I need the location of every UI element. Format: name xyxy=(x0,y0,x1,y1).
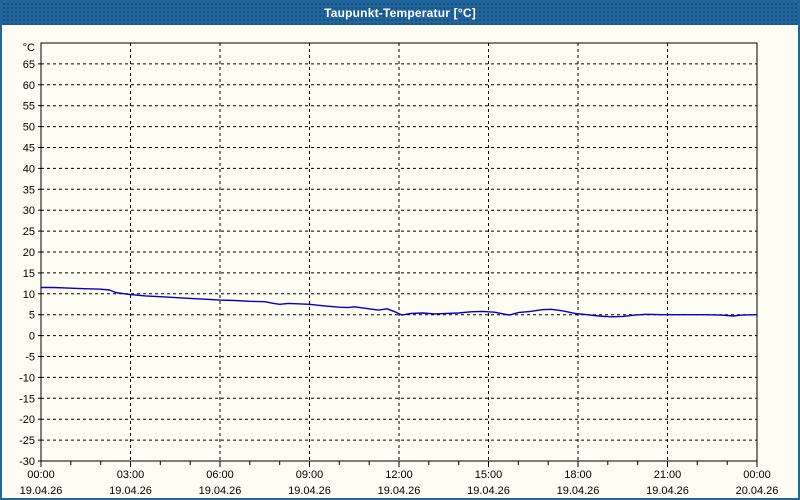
x-axis-date-label: 19.04.26 xyxy=(467,485,510,497)
x-axis-date-label: 19.04.26 xyxy=(288,485,331,497)
chart-canvas: 65605550454035302520151050-5-10-15-20-25… xyxy=(19,42,778,497)
x-axis-time-label: 00:00 xyxy=(743,469,771,481)
x-axis-time-label: 15:00 xyxy=(475,469,503,481)
y-axis-tick-label: 40 xyxy=(23,163,35,175)
y-axis-tick-label: 65 xyxy=(23,59,35,71)
y-axis-tick-label: 15 xyxy=(23,268,35,280)
data-series-line xyxy=(40,286,758,318)
y-axis-tick-label: 50 xyxy=(23,122,35,134)
x-axis-date-label: 19.04.26 xyxy=(378,485,421,497)
y-axis-tick-label: 20 xyxy=(23,247,35,259)
chart-area: 65 60 55 50 45 40 35 30 25 20 15 10 5 0 -5 -10 -15 -20 -25… xyxy=(2,25,798,498)
data-series xyxy=(40,286,758,318)
y-axis-tick-label: 35 xyxy=(23,184,35,196)
y-axis-tick-label: 30 xyxy=(23,205,35,217)
y-axis-unit-label: °C xyxy=(23,42,35,54)
x-axis-time-label: 12:00 xyxy=(385,469,413,481)
y-axis-tick-label: -25 xyxy=(19,435,35,447)
x-axis-time-label: 21:00 xyxy=(654,469,682,481)
y-axis-tick-label: 60 xyxy=(23,80,35,92)
x-axis-time-label: 09:00 xyxy=(296,469,324,481)
x-axis-time-label: 00:00 xyxy=(27,469,55,481)
grid-lines xyxy=(41,43,757,461)
y-axis-tick-label: 45 xyxy=(23,143,35,155)
y-axis-tick-label: -20 xyxy=(19,414,35,426)
y-axis-tick-label: 25 xyxy=(23,226,35,238)
axis-labels: 65605550454035302520151050-5-10-15-20-25… xyxy=(19,42,778,497)
y-axis-tick-label: -10 xyxy=(19,372,35,384)
y-axis-tick-label: -30 xyxy=(19,456,35,468)
x-axis-time-label: 03:00 xyxy=(117,469,145,481)
window-titlebar[interactable]: Taupunkt-Temperatur [°C] xyxy=(2,2,798,25)
x-axis-date-label: 19.04.26 xyxy=(199,485,242,497)
y-axis-tick-label: 0 xyxy=(29,331,35,343)
y-axis-tick-label: 55 xyxy=(23,101,35,113)
x-axis-date-label: 19.04.26 xyxy=(109,485,152,497)
x-axis-time-label: 06:00 xyxy=(206,469,234,481)
x-axis-date-label: 20.04.26 xyxy=(736,485,779,497)
x-axis-date-label: 19.04.26 xyxy=(20,485,63,497)
y-axis-tick-label: -15 xyxy=(19,393,35,405)
axis-ticks xyxy=(38,63,758,467)
window-title: Taupunkt-Temperatur [°C] xyxy=(324,6,476,20)
y-axis-tick-label: 5 xyxy=(29,310,35,322)
x-axis-time-label: 18:00 xyxy=(564,469,592,481)
x-axis-date-label: 19.04.26 xyxy=(646,485,689,497)
y-axis-tick-label: 10 xyxy=(23,289,35,301)
x-axis-date-label: 19.04.26 xyxy=(557,485,600,497)
y-axis-tick-label: -5 xyxy=(25,352,35,364)
